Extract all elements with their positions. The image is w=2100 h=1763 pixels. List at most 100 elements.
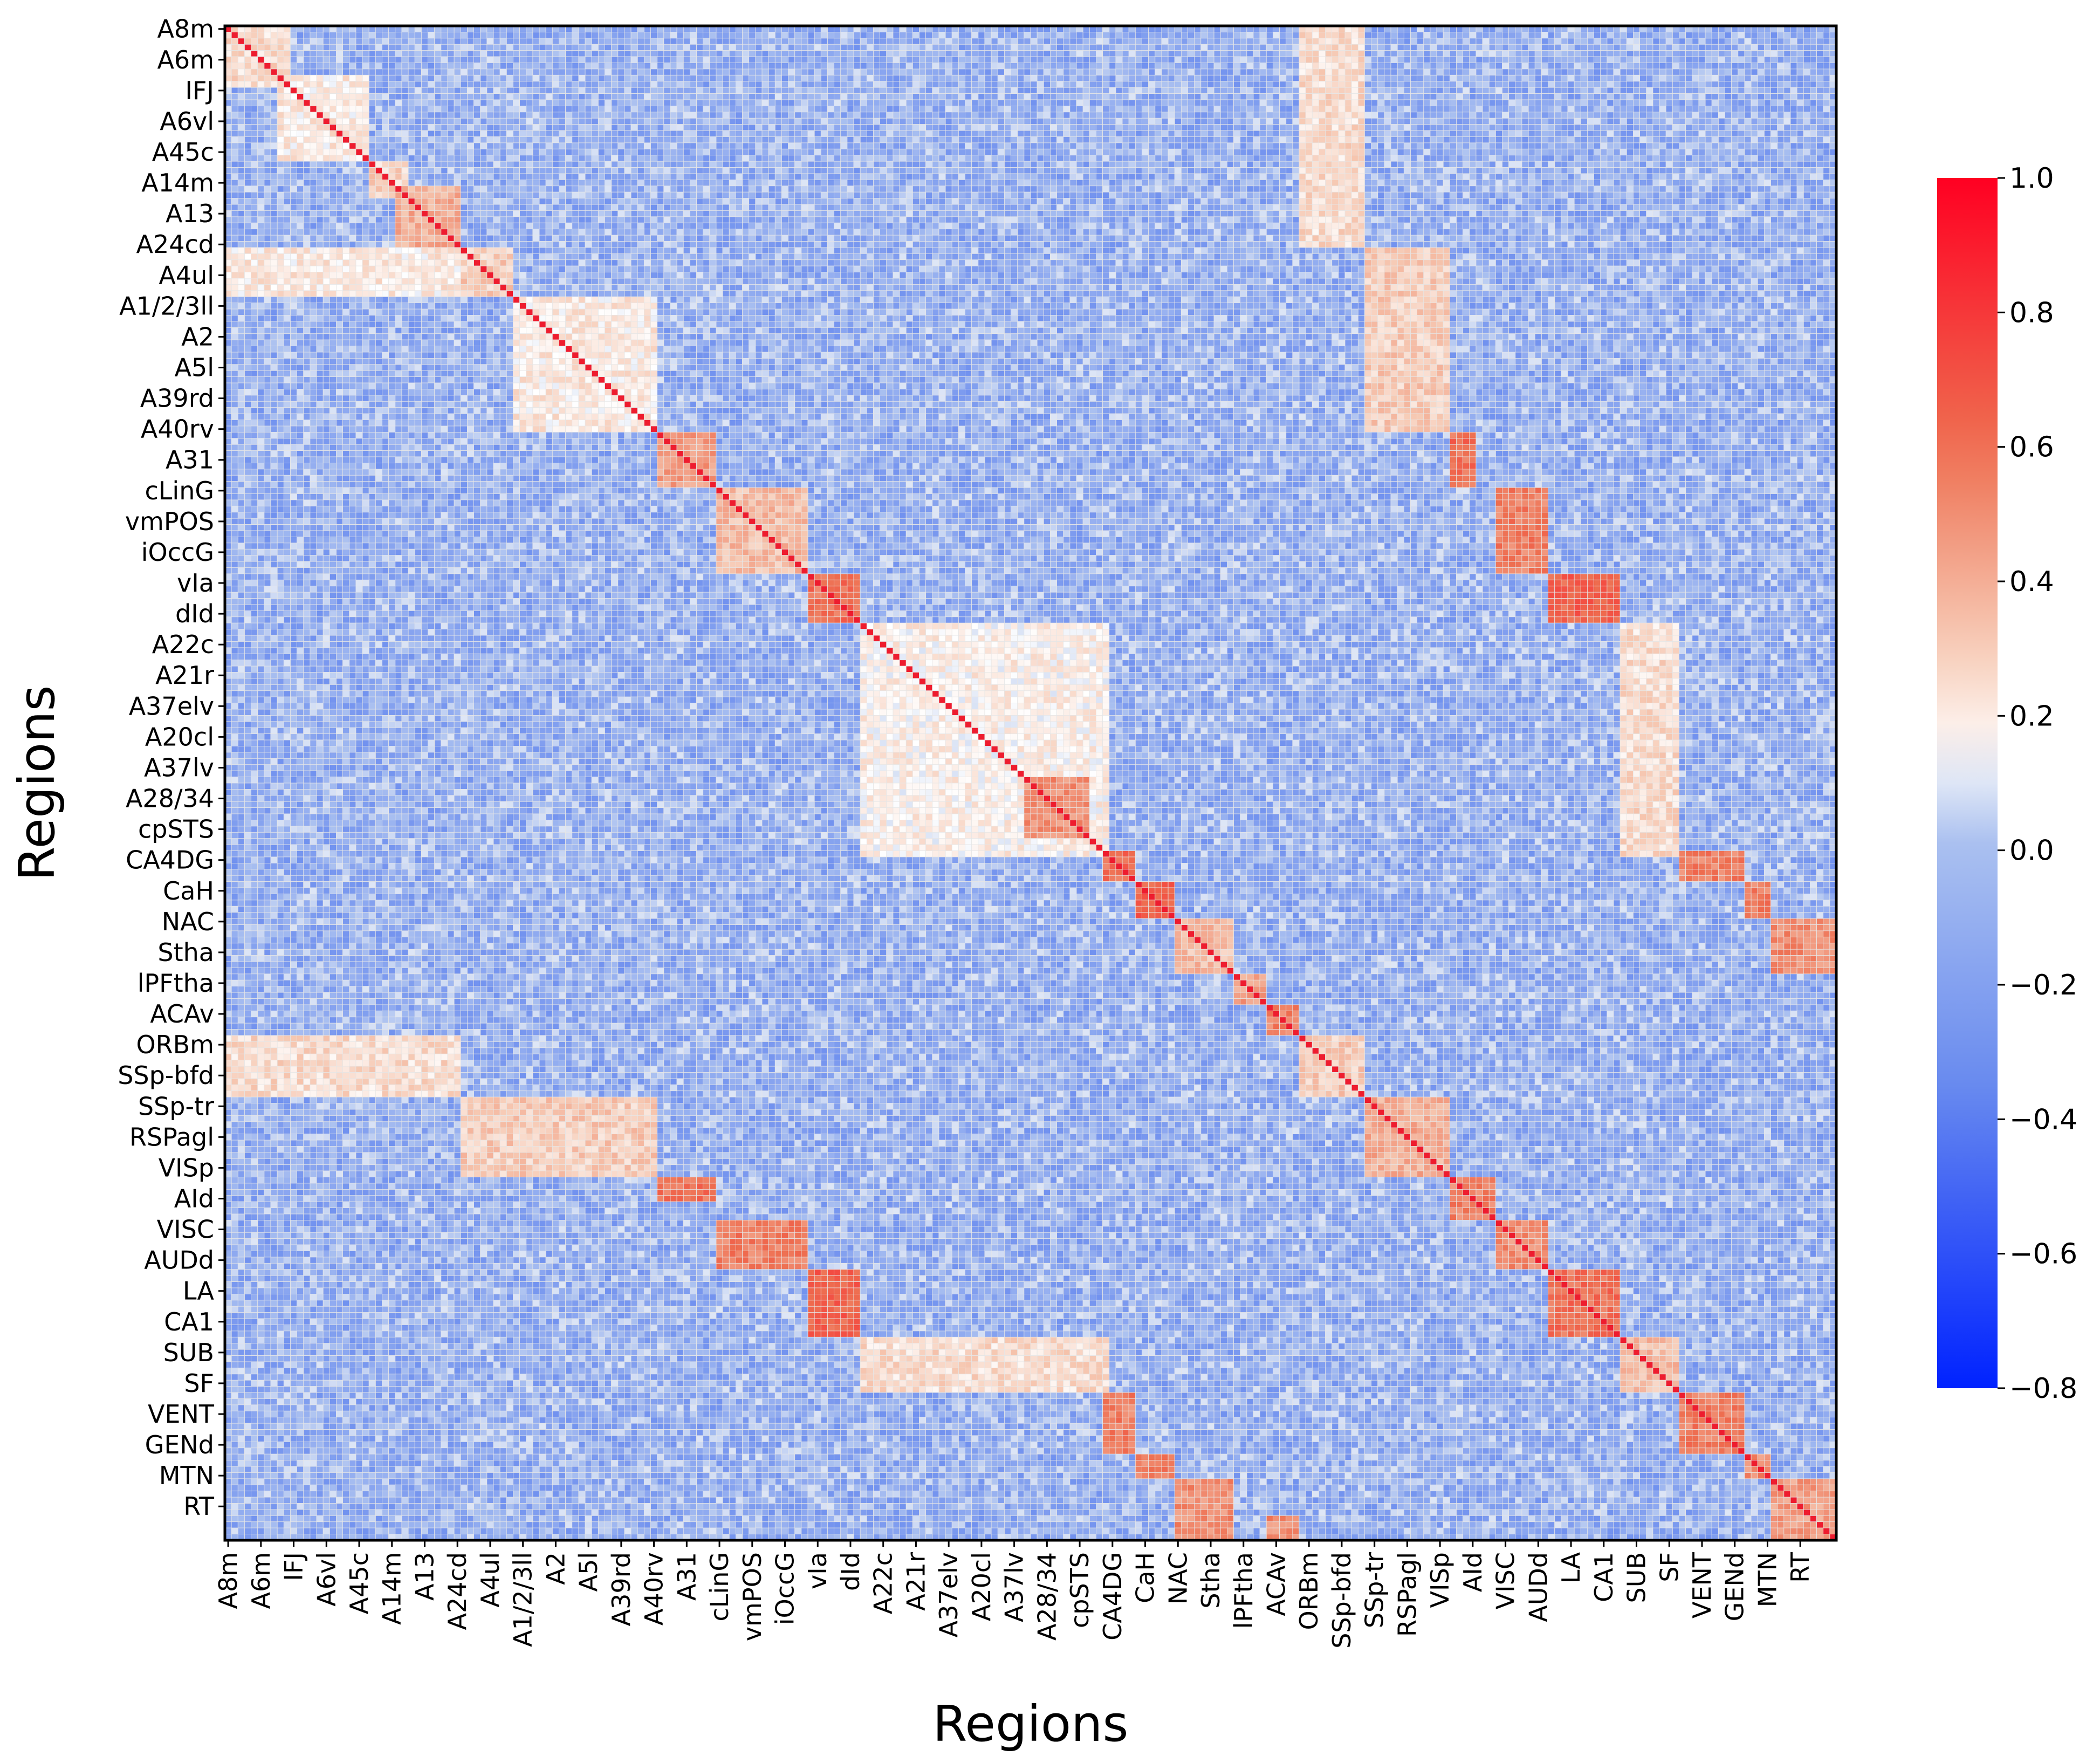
heatmap-cell: [1299, 38, 1306, 44]
heatmap-cell: [1784, 38, 1790, 44]
heatmap-cell: [808, 44, 814, 50]
heatmap-cell: [972, 38, 978, 44]
heatmap-cell: [841, 44, 847, 50]
heatmap-cell: [873, 44, 880, 50]
heatmap-cell: [421, 38, 428, 44]
heatmap-cell: [612, 38, 618, 44]
heatmap-cell: [330, 44, 336, 50]
heatmap-cell: [454, 44, 461, 50]
heatmap-cell: [952, 32, 958, 38]
heatmap-cell: [1430, 44, 1437, 50]
heatmap-cell: [716, 32, 723, 38]
heatmap-cell: [1076, 38, 1083, 44]
heatmap-cell: [1725, 32, 1732, 38]
heatmap-cell: [1430, 32, 1437, 38]
heatmap-cell: [1234, 32, 1240, 38]
heatmap-cell: [749, 44, 756, 50]
heatmap-cell: [756, 44, 762, 50]
heatmap-cell: [644, 38, 650, 44]
heatmap-cell: [1574, 38, 1581, 44]
heatmap-cell: [867, 32, 873, 38]
heatmap-cell: [1103, 32, 1109, 38]
heatmap-cell: [624, 44, 631, 50]
heatmap-cell: [1601, 32, 1607, 38]
heatmap-cell: [1463, 32, 1470, 38]
heatmap-cell: [1312, 38, 1319, 44]
heatmap-cell: [710, 32, 716, 38]
heatmap-cell: [310, 44, 317, 50]
heatmap-cell: [749, 32, 756, 38]
heatmap-cell: [598, 38, 605, 44]
heatmap-cell: [1044, 32, 1050, 38]
heatmap-cell: [284, 38, 290, 44]
heatmap-cell: [598, 32, 605, 38]
heatmap-cell: [1273, 38, 1279, 44]
heatmap-cell: [1371, 32, 1378, 38]
heatmap-cell: [631, 38, 637, 44]
heatmap-cell: [1640, 32, 1646, 38]
heatmap-cell: [1476, 38, 1483, 44]
heatmap-cell: [664, 38, 670, 44]
heatmap-cell: [854, 38, 860, 44]
heatmap-cell: [1450, 32, 1456, 38]
heatmap-cell: [1332, 38, 1339, 44]
heatmap-cell: [697, 44, 703, 50]
heatmap-cell: [612, 44, 618, 50]
heatmap-cell: [244, 32, 251, 38]
heatmap-cell: [1181, 38, 1188, 44]
heatmap-cell: [1234, 38, 1240, 44]
heatmap-cell: [827, 38, 834, 44]
heatmap-cell: [1823, 38, 1830, 44]
heatmap-cell: [1181, 44, 1188, 50]
heatmap-cell: [467, 38, 473, 44]
heatmap-cell: [912, 44, 919, 50]
heatmap-cell: [605, 44, 611, 50]
heatmap-cell: [533, 32, 539, 38]
heatmap-cell: [873, 32, 880, 38]
heatmap-cell: [375, 38, 382, 44]
heatmap-cell: [481, 44, 487, 50]
heatmap-cell: [1234, 44, 1240, 50]
heatmap-cell: [912, 32, 919, 38]
heatmap-cell: [1011, 38, 1018, 44]
heatmap-cell: [467, 32, 473, 38]
heatmap-cell: [1247, 44, 1253, 50]
heatmap-cell: [900, 44, 906, 50]
heatmap-cell: [1732, 32, 1738, 38]
heatmap-cell: [814, 38, 821, 44]
heatmap-cell: [1391, 44, 1397, 50]
heatmap-cell: [1162, 44, 1168, 50]
heatmap-cell: [1253, 38, 1260, 44]
heatmap-cell: [1515, 38, 1522, 44]
heatmap-cell: [1483, 32, 1489, 38]
heatmap-cell: [1528, 38, 1535, 44]
heatmap-cell: [408, 38, 415, 44]
heatmap-cell: [945, 32, 952, 38]
heatmap-cell: [1142, 44, 1148, 50]
heatmap-cell: [1253, 44, 1260, 50]
heatmap-cell: [375, 44, 382, 50]
heatmap-cell: [690, 38, 696, 44]
heatmap-cell: [781, 44, 788, 50]
heatmap-cell: [356, 38, 362, 44]
heatmap-cell: [1653, 38, 1659, 44]
heatmap-cell: [343, 44, 349, 50]
heatmap-cell: [258, 38, 264, 44]
heatmap-cell: [552, 38, 559, 44]
heatmap-cell: [1201, 38, 1207, 44]
heatmap-cell: [251, 32, 258, 38]
heatmap-cell: [1247, 32, 1253, 38]
heatmap-cell: [1397, 32, 1404, 38]
heatmap-cell: [697, 38, 703, 44]
heatmap-cell: [1351, 38, 1358, 44]
heatmap-cell: [887, 32, 893, 38]
heatmap-cell: [1135, 38, 1142, 44]
heatmap-cell: [1260, 44, 1266, 50]
heatmap-cell: [814, 32, 821, 38]
heatmap-cell: [382, 38, 389, 44]
heatmap-cell: [710, 44, 716, 50]
heatmap-cell: [1509, 32, 1515, 38]
heatmap-cell: [461, 38, 467, 44]
heatmap-cell: [1515, 32, 1522, 38]
heatmap-cell: [389, 32, 395, 38]
